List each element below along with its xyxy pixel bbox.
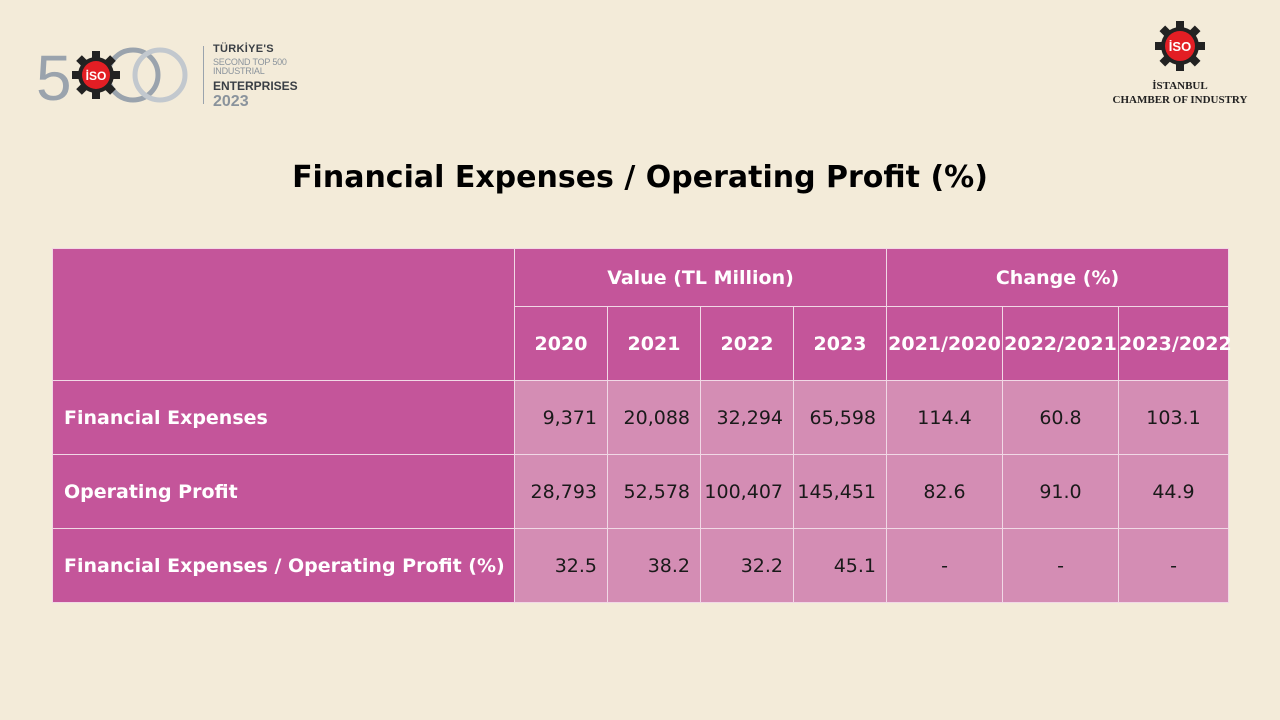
logo-line-2: SECOND TOP 500 INDUSTRIAL — [213, 57, 287, 76]
value-cell: 32,294 — [700, 380, 794, 455]
change-cell: 91.0 — [1002, 454, 1119, 529]
header-year: 2020 — [514, 306, 608, 381]
page-title: Financial Expenses / Operating Profit (%… — [292, 160, 988, 195]
header-change-period: 2021/2020 — [886, 306, 1003, 381]
header-row-years: 2020 2021 2022 2023 2021/2020 2022/2021 … — [53, 306, 1232, 381]
value-cell: 145,451 — [793, 454, 887, 529]
logo-line-3: ENTERPRISES — [213, 79, 298, 93]
header-change-period: 2023/2022 — [1117, 306, 1232, 381]
change-cell: 103.1 — [1117, 380, 1230, 455]
iso-gear-icon: İSO — [1155, 21, 1205, 71]
header-year: 2022 — [700, 306, 794, 381]
value-cell: 38.2 — [607, 528, 701, 603]
value-cell: 32.2 — [700, 528, 794, 603]
change-cell: - — [886, 528, 1003, 603]
header-year: 2021 — [607, 306, 701, 381]
value-cell: 52,578 — [607, 454, 701, 529]
iso-logo: İSO İSTANBUL CHAMBER OF INDUSTRY — [1100, 20, 1260, 110]
logo-line-1: TÜRKİYE'S — [213, 43, 274, 55]
value-cell: 9,371 — [514, 380, 608, 455]
header-year: 2023 — [793, 306, 887, 381]
value-cell: 20,088 — [607, 380, 701, 455]
table-row: Financial Expenses / Operating Profit (%… — [52, 528, 1230, 603]
top500-emblem-icon: 5 İSO — [36, 42, 188, 108]
value-cell: 45.1 — [793, 528, 887, 603]
financial-table: Value (TL Million) Change (%) 2020 2021 … — [52, 248, 1232, 603]
org-name-line-2: CHAMBER OF INDUSTRY — [1112, 93, 1248, 106]
change-cell: 114.4 — [886, 380, 1003, 455]
svg-text:İSO: İSO — [86, 68, 107, 83]
row-label: Financial Expenses / Operating Profit (%… — [52, 528, 515, 603]
change-cell: - — [1002, 528, 1119, 603]
value-cell: 32.5 — [514, 528, 608, 603]
logo-line-4: 2023 — [213, 93, 249, 110]
table-row: Operating Profit 28,793 52,578 100,407 1… — [52, 454, 1230, 529]
row-label: Operating Profit — [52, 454, 515, 529]
header-corner — [52, 248, 515, 381]
top500-logo: 5 İSO TÜRKİYE'S SECOND TOP 500 INDUSTRIA… — [36, 42, 298, 110]
change-cell: - — [1117, 528, 1230, 603]
change-cell: 60.8 — [1002, 380, 1119, 455]
header-row-groups: Value (TL Million) Change (%) — [52, 248, 1230, 381]
header-change-group: Change (%) — [885, 248, 1230, 307]
svg-text:5: 5 — [36, 42, 72, 108]
svg-text:İSO: İSO — [1169, 39, 1191, 54]
value-cell: 28,793 — [514, 454, 608, 529]
change-cell: 44.9 — [1117, 454, 1230, 529]
table-row: Financial Expenses 9,371 20,088 32,294 6… — [52, 380, 1230, 455]
value-cell: 65,598 — [793, 380, 887, 455]
org-name-line-1: İSTANBUL — [1152, 80, 1208, 92]
header-change-period: 2022/2021 — [1002, 306, 1119, 381]
row-label: Financial Expenses — [52, 380, 515, 455]
logo-divider — [203, 46, 204, 104]
value-cell: 100,407 — [700, 454, 794, 529]
change-cell: 82.6 — [886, 454, 1003, 529]
header-value-group: Value (TL Million) — [514, 248, 887, 307]
